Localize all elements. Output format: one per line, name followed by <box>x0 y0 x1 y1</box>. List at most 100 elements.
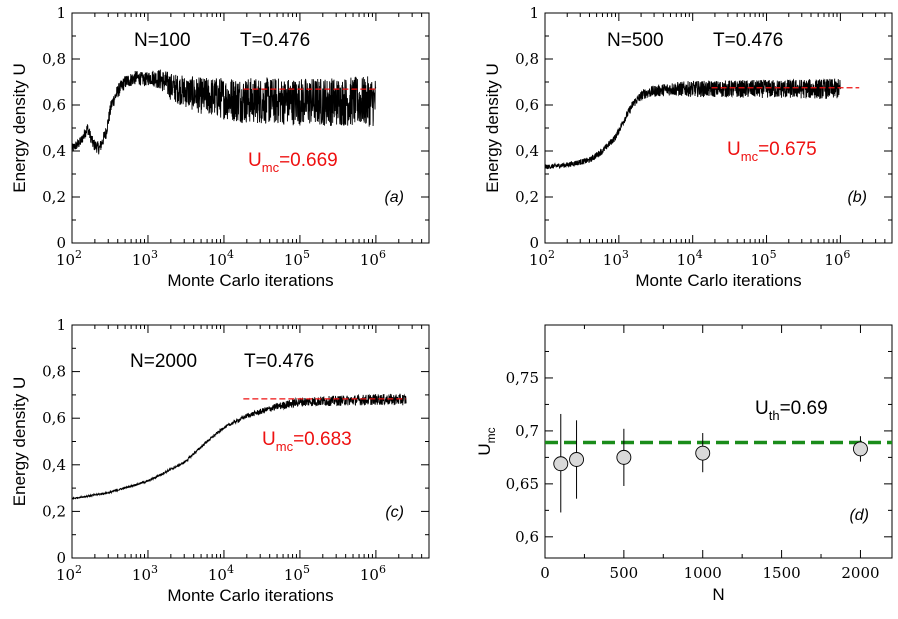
data-point <box>695 445 711 461</box>
x-tick-label: 500 <box>610 564 639 582</box>
y-tick-label: 0,4 <box>42 142 66 160</box>
uth-label: Uth=0.69 <box>755 398 828 423</box>
y-tick-label: 0,8 <box>42 50 66 68</box>
umc-label: Umc=0.675 <box>727 139 817 164</box>
x-tick-exponent: 6 <box>379 563 386 576</box>
x-tick-exponent: 4 <box>696 248 703 261</box>
y-tick-label: 1 <box>529 4 539 22</box>
umc-label-sub: mc <box>262 160 280 175</box>
x-tick-exponent: 3 <box>622 248 629 261</box>
x-tick-exponent: 3 <box>151 248 158 261</box>
x-tick-base: 10 <box>360 251 379 269</box>
y-tick-label: 1 <box>56 4 66 22</box>
uth-label-main: U <box>755 398 769 419</box>
umc-label-sub: mc <box>741 149 759 164</box>
n-annotation: N=100 <box>134 30 191 51</box>
panel-tag: (d) <box>849 507 869 524</box>
t-annotation: T=0.476 <box>244 351 314 372</box>
energy-trace <box>71 69 377 155</box>
n-annotation: N=2000 <box>130 351 197 372</box>
n-annotation: N=500 <box>607 30 664 51</box>
x-tick-base: 10 <box>603 251 622 269</box>
y-tick-label: 0 <box>56 234 66 252</box>
data-point <box>853 441 868 457</box>
x-tick-label: 102 <box>529 248 555 269</box>
x-tick-label: 103 <box>603 248 629 269</box>
x-tick-label: 1000 <box>684 564 722 582</box>
y-tick-label: 0,6 <box>42 96 66 114</box>
panel-4: 0 500 1000 1500 2000 0,6 0,65 0,7 0,75 Uth=0.69 (d… <box>475 324 893 604</box>
x-tick-base: 10 <box>360 566 379 584</box>
x-tick-base: 10 <box>284 251 303 269</box>
panel-tag: (a) <box>384 189 404 206</box>
x-tick-label: 104 <box>208 248 234 269</box>
umc-label: Umc=0.683 <box>262 429 352 454</box>
t-annotation: T=0.476 <box>240 30 310 51</box>
y-tick-label: 0,65 <box>506 475 539 493</box>
x-tick-label: 106 <box>360 563 386 584</box>
x-tick-label: 104 <box>677 248 703 269</box>
x-tick-exponent: 6 <box>379 248 386 261</box>
y-tick-label: 1 <box>56 316 66 334</box>
y-axis-title: Energy density U <box>10 63 29 192</box>
y-tick-label: 0,6 <box>42 409 66 427</box>
x-axis-title: Monte Carlo iterations <box>167 586 333 605</box>
y-tick-label: 0,2 <box>42 188 66 206</box>
x-tick-exponent: 4 <box>227 248 234 261</box>
x-tick-base: 10 <box>529 251 548 269</box>
panel-tag: (c) <box>385 504 404 521</box>
x-tick-base: 10 <box>132 566 151 584</box>
panel-tag: (b) <box>847 189 867 206</box>
umc-label-main: U <box>727 139 741 160</box>
x-tick-base: 10 <box>208 251 227 269</box>
data-point <box>569 452 584 467</box>
x-axis-title: Monte Carlo iterations <box>635 271 801 290</box>
y-axis-title-sub: mc <box>484 427 498 443</box>
x-tick-exponent: 4 <box>227 563 234 576</box>
energy-trace <box>71 393 407 500</box>
y-axis-title: Energy density U <box>483 63 502 192</box>
y-tick-label: 0 <box>56 549 66 567</box>
umc-label-value: =0.669 <box>279 150 338 171</box>
t-annotation: T=0.476 <box>713 30 783 51</box>
x-tick-label: 106 <box>360 248 386 269</box>
x-tick-label: 103 <box>132 248 158 269</box>
data-point <box>616 449 632 465</box>
x-tick-exponent: 3 <box>151 563 158 576</box>
x-tick-base: 10 <box>56 566 75 584</box>
umc-label-main: U <box>248 150 262 171</box>
y-tick-label: 0 <box>529 234 539 252</box>
y-tick-label: 0,2 <box>515 188 539 206</box>
y-tick-label: 0,4 <box>515 142 539 160</box>
uth-label-value: =0.69 <box>780 398 828 419</box>
y-axis-title: Umc <box>475 427 498 455</box>
x-tick-exponent: 2 <box>75 563 82 576</box>
y-tick-label: 0,8 <box>42 363 66 381</box>
umc-label: Umc=0.669 <box>248 150 338 175</box>
y-tick-label: 0,6 <box>515 96 539 114</box>
y-tick-label: 0,75 <box>506 369 539 387</box>
x-tick-base: 10 <box>284 566 303 584</box>
x-tick-exponent: 6 <box>843 248 850 261</box>
y-tick-label: 0,6 <box>515 528 539 546</box>
x-tick-base: 10 <box>208 566 227 584</box>
x-tick-label: 2000 <box>841 564 879 582</box>
x-tick-label: 106 <box>824 248 850 269</box>
umc-label-value: =0.683 <box>293 429 352 450</box>
x-tick-label: 105 <box>284 248 310 269</box>
y-tick-label: 0,2 <box>42 502 66 520</box>
x-tick-exponent: 5 <box>303 563 310 576</box>
y-tick-label: 0,8 <box>515 50 539 68</box>
x-tick-base: 10 <box>56 251 75 269</box>
x-tick-base: 10 <box>824 251 843 269</box>
x-tick-exponent: 5 <box>770 248 777 261</box>
x-tick-base: 10 <box>677 251 696 269</box>
x-tick-exponent: 2 <box>75 248 82 261</box>
umc-label-value: =0.675 <box>758 139 817 160</box>
data-point <box>553 456 569 472</box>
y-tick-label: 0,7 <box>515 422 539 440</box>
x-tick-base: 10 <box>750 251 769 269</box>
